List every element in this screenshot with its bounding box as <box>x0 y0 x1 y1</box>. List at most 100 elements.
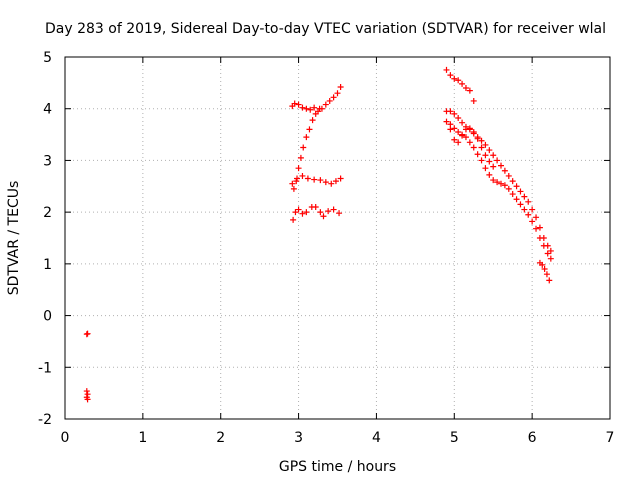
data-point <box>337 83 344 90</box>
data-point <box>332 178 339 185</box>
data-point <box>525 198 532 205</box>
data-point <box>303 134 310 141</box>
data-point <box>290 216 297 223</box>
data-point <box>325 208 332 215</box>
data-point <box>317 209 324 216</box>
data-point <box>291 100 298 107</box>
data-point <box>447 126 454 133</box>
data-point <box>525 211 532 218</box>
data-point <box>336 210 343 217</box>
data-point <box>326 97 333 104</box>
data-point <box>317 177 324 184</box>
series-arc-b-mid <box>443 118 554 262</box>
x-tick-label: 0 <box>61 430 70 446</box>
y-tick-label: 2 <box>43 205 52 221</box>
data-point <box>482 141 489 148</box>
data-point <box>294 175 301 182</box>
data-point <box>455 115 462 122</box>
data-point <box>466 87 473 94</box>
data-point <box>529 218 536 225</box>
data-point <box>529 206 536 213</box>
x-tick-label: 4 <box>372 430 381 446</box>
data-point <box>299 210 306 217</box>
data-point <box>470 128 477 135</box>
data-point <box>292 209 299 216</box>
y-axis-label: SDTVAR / TECUs <box>6 181 22 296</box>
data-point <box>322 101 329 108</box>
data-point <box>478 144 485 151</box>
data-point <box>505 172 512 179</box>
data-point <box>443 118 450 125</box>
data-point <box>330 206 337 213</box>
data-point <box>546 277 553 284</box>
data-point <box>306 126 313 133</box>
data-point <box>451 136 458 143</box>
data-point <box>462 126 469 133</box>
data-point <box>312 203 319 210</box>
data-point <box>304 175 311 182</box>
data-point <box>451 125 458 132</box>
data-points <box>83 66 554 403</box>
y-tick-label: -2 <box>38 412 52 428</box>
data-point <box>470 97 477 104</box>
data-point <box>494 179 501 186</box>
data-point <box>295 165 302 172</box>
series-arc-b-tail <box>536 259 553 284</box>
data-point <box>311 176 318 183</box>
data-point <box>462 85 469 92</box>
data-point <box>547 247 554 254</box>
data-point <box>509 191 516 198</box>
data-point <box>536 224 543 231</box>
data-point <box>295 101 302 108</box>
series-arc-a-rising <box>290 105 323 192</box>
data-point <box>447 108 454 115</box>
data-point <box>300 144 307 151</box>
data-point <box>84 396 91 403</box>
data-point <box>466 125 473 132</box>
data-point <box>303 209 310 216</box>
data-point <box>297 154 304 161</box>
data-point <box>478 157 485 164</box>
data-point <box>459 80 466 87</box>
data-point <box>478 137 485 144</box>
data-point <box>455 77 462 84</box>
data-point <box>536 235 543 241</box>
data-point <box>521 206 528 213</box>
data-point <box>505 185 512 192</box>
chart-title: Day 283 of 2019, Sidereal Day-to-day VTE… <box>45 21 606 37</box>
data-point <box>84 330 91 337</box>
data-point <box>470 144 477 151</box>
grid <box>65 57 610 419</box>
data-point <box>311 104 318 111</box>
data-point <box>486 147 493 154</box>
data-point <box>337 175 344 182</box>
data-point <box>328 180 335 187</box>
data-point <box>501 167 508 174</box>
data-point <box>517 188 524 195</box>
series-early <box>83 330 91 403</box>
data-point <box>482 165 489 172</box>
x-tick-label: 1 <box>138 430 147 446</box>
x-axis-label: GPS time / hours <box>279 459 396 475</box>
data-point <box>498 162 504 169</box>
data-point <box>307 106 314 113</box>
data-point <box>539 261 546 268</box>
data-point <box>513 196 520 203</box>
data-point <box>501 182 508 189</box>
data-point <box>309 117 316 124</box>
data-point <box>474 135 481 142</box>
series-arc-a-middle <box>289 172 344 187</box>
data-point <box>322 179 329 186</box>
data-point <box>490 177 497 184</box>
data-point <box>84 391 91 398</box>
data-point <box>490 163 497 170</box>
data-point <box>533 225 540 232</box>
data-point <box>490 152 497 159</box>
y-tick-label: 5 <box>43 50 52 66</box>
data-point <box>544 250 551 257</box>
data-point <box>466 139 473 146</box>
data-point <box>533 214 540 221</box>
data-point <box>540 242 547 249</box>
data-point <box>459 119 466 126</box>
data-point <box>455 128 462 135</box>
